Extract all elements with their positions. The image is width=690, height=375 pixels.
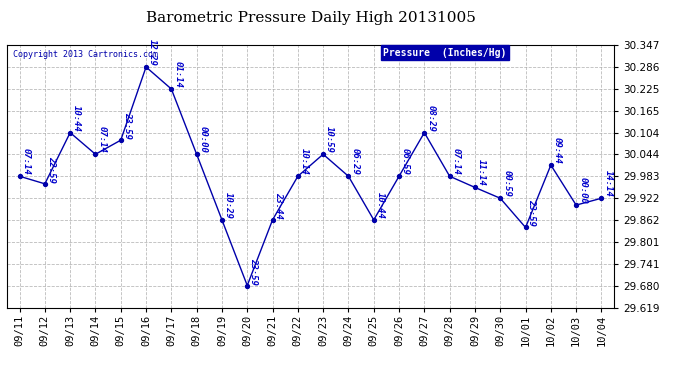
Text: 00:00: 00:00 — [578, 177, 587, 204]
Text: 06:59: 06:59 — [401, 148, 410, 175]
Text: 09:44: 09:44 — [553, 137, 562, 164]
Point — [571, 202, 582, 208]
Text: 23:44: 23:44 — [275, 192, 284, 219]
Text: 23:59: 23:59 — [249, 258, 258, 284]
Point — [293, 173, 304, 179]
Point — [241, 282, 253, 288]
Text: 11:14: 11:14 — [477, 159, 486, 186]
Point — [495, 195, 506, 201]
Point — [39, 181, 50, 187]
Text: 08:29: 08:29 — [426, 105, 435, 132]
Text: Barometric Pressure Daily High 20131005: Barometric Pressure Daily High 20131005 — [146, 11, 475, 25]
Point — [444, 173, 455, 179]
Point — [343, 173, 354, 179]
Text: 14:14: 14:14 — [604, 170, 613, 197]
Point — [469, 184, 480, 190]
Point — [217, 217, 228, 223]
Text: 06:29: 06:29 — [351, 148, 359, 175]
Text: Copyright 2013 Cartronics.com: Copyright 2013 Cartronics.com — [13, 50, 158, 59]
Point — [166, 86, 177, 92]
Text: 10:44: 10:44 — [72, 105, 81, 132]
Text: 07:14: 07:14 — [97, 126, 106, 153]
Text: 00:00: 00:00 — [199, 126, 208, 153]
Point — [419, 130, 430, 136]
Text: 01:14: 01:14 — [173, 61, 182, 88]
Point — [596, 195, 607, 201]
Text: 23:59: 23:59 — [123, 112, 132, 139]
Text: 10:59: 10:59 — [325, 126, 334, 153]
Point — [317, 151, 328, 157]
Point — [267, 217, 278, 223]
Text: Pressure  (Inches/Hg): Pressure (Inches/Hg) — [384, 48, 506, 58]
Text: 07:14: 07:14 — [21, 148, 30, 175]
Text: 12:29: 12:29 — [148, 39, 157, 66]
Text: 10:29: 10:29 — [224, 192, 233, 219]
Text: 22:59: 22:59 — [47, 156, 56, 183]
Text: 00:59: 00:59 — [502, 170, 511, 197]
Point — [14, 173, 25, 179]
Point — [141, 64, 152, 70]
Point — [90, 151, 101, 157]
Point — [115, 137, 126, 143]
Text: 07:14: 07:14 — [452, 148, 461, 175]
Point — [65, 130, 76, 136]
Text: 10:14: 10:14 — [300, 148, 309, 175]
Point — [545, 162, 556, 168]
Text: 10:44: 10:44 — [376, 192, 385, 219]
Point — [191, 151, 202, 157]
Point — [393, 173, 404, 179]
Text: 23:59: 23:59 — [528, 200, 537, 226]
Point — [368, 217, 380, 223]
Point — [520, 225, 531, 231]
